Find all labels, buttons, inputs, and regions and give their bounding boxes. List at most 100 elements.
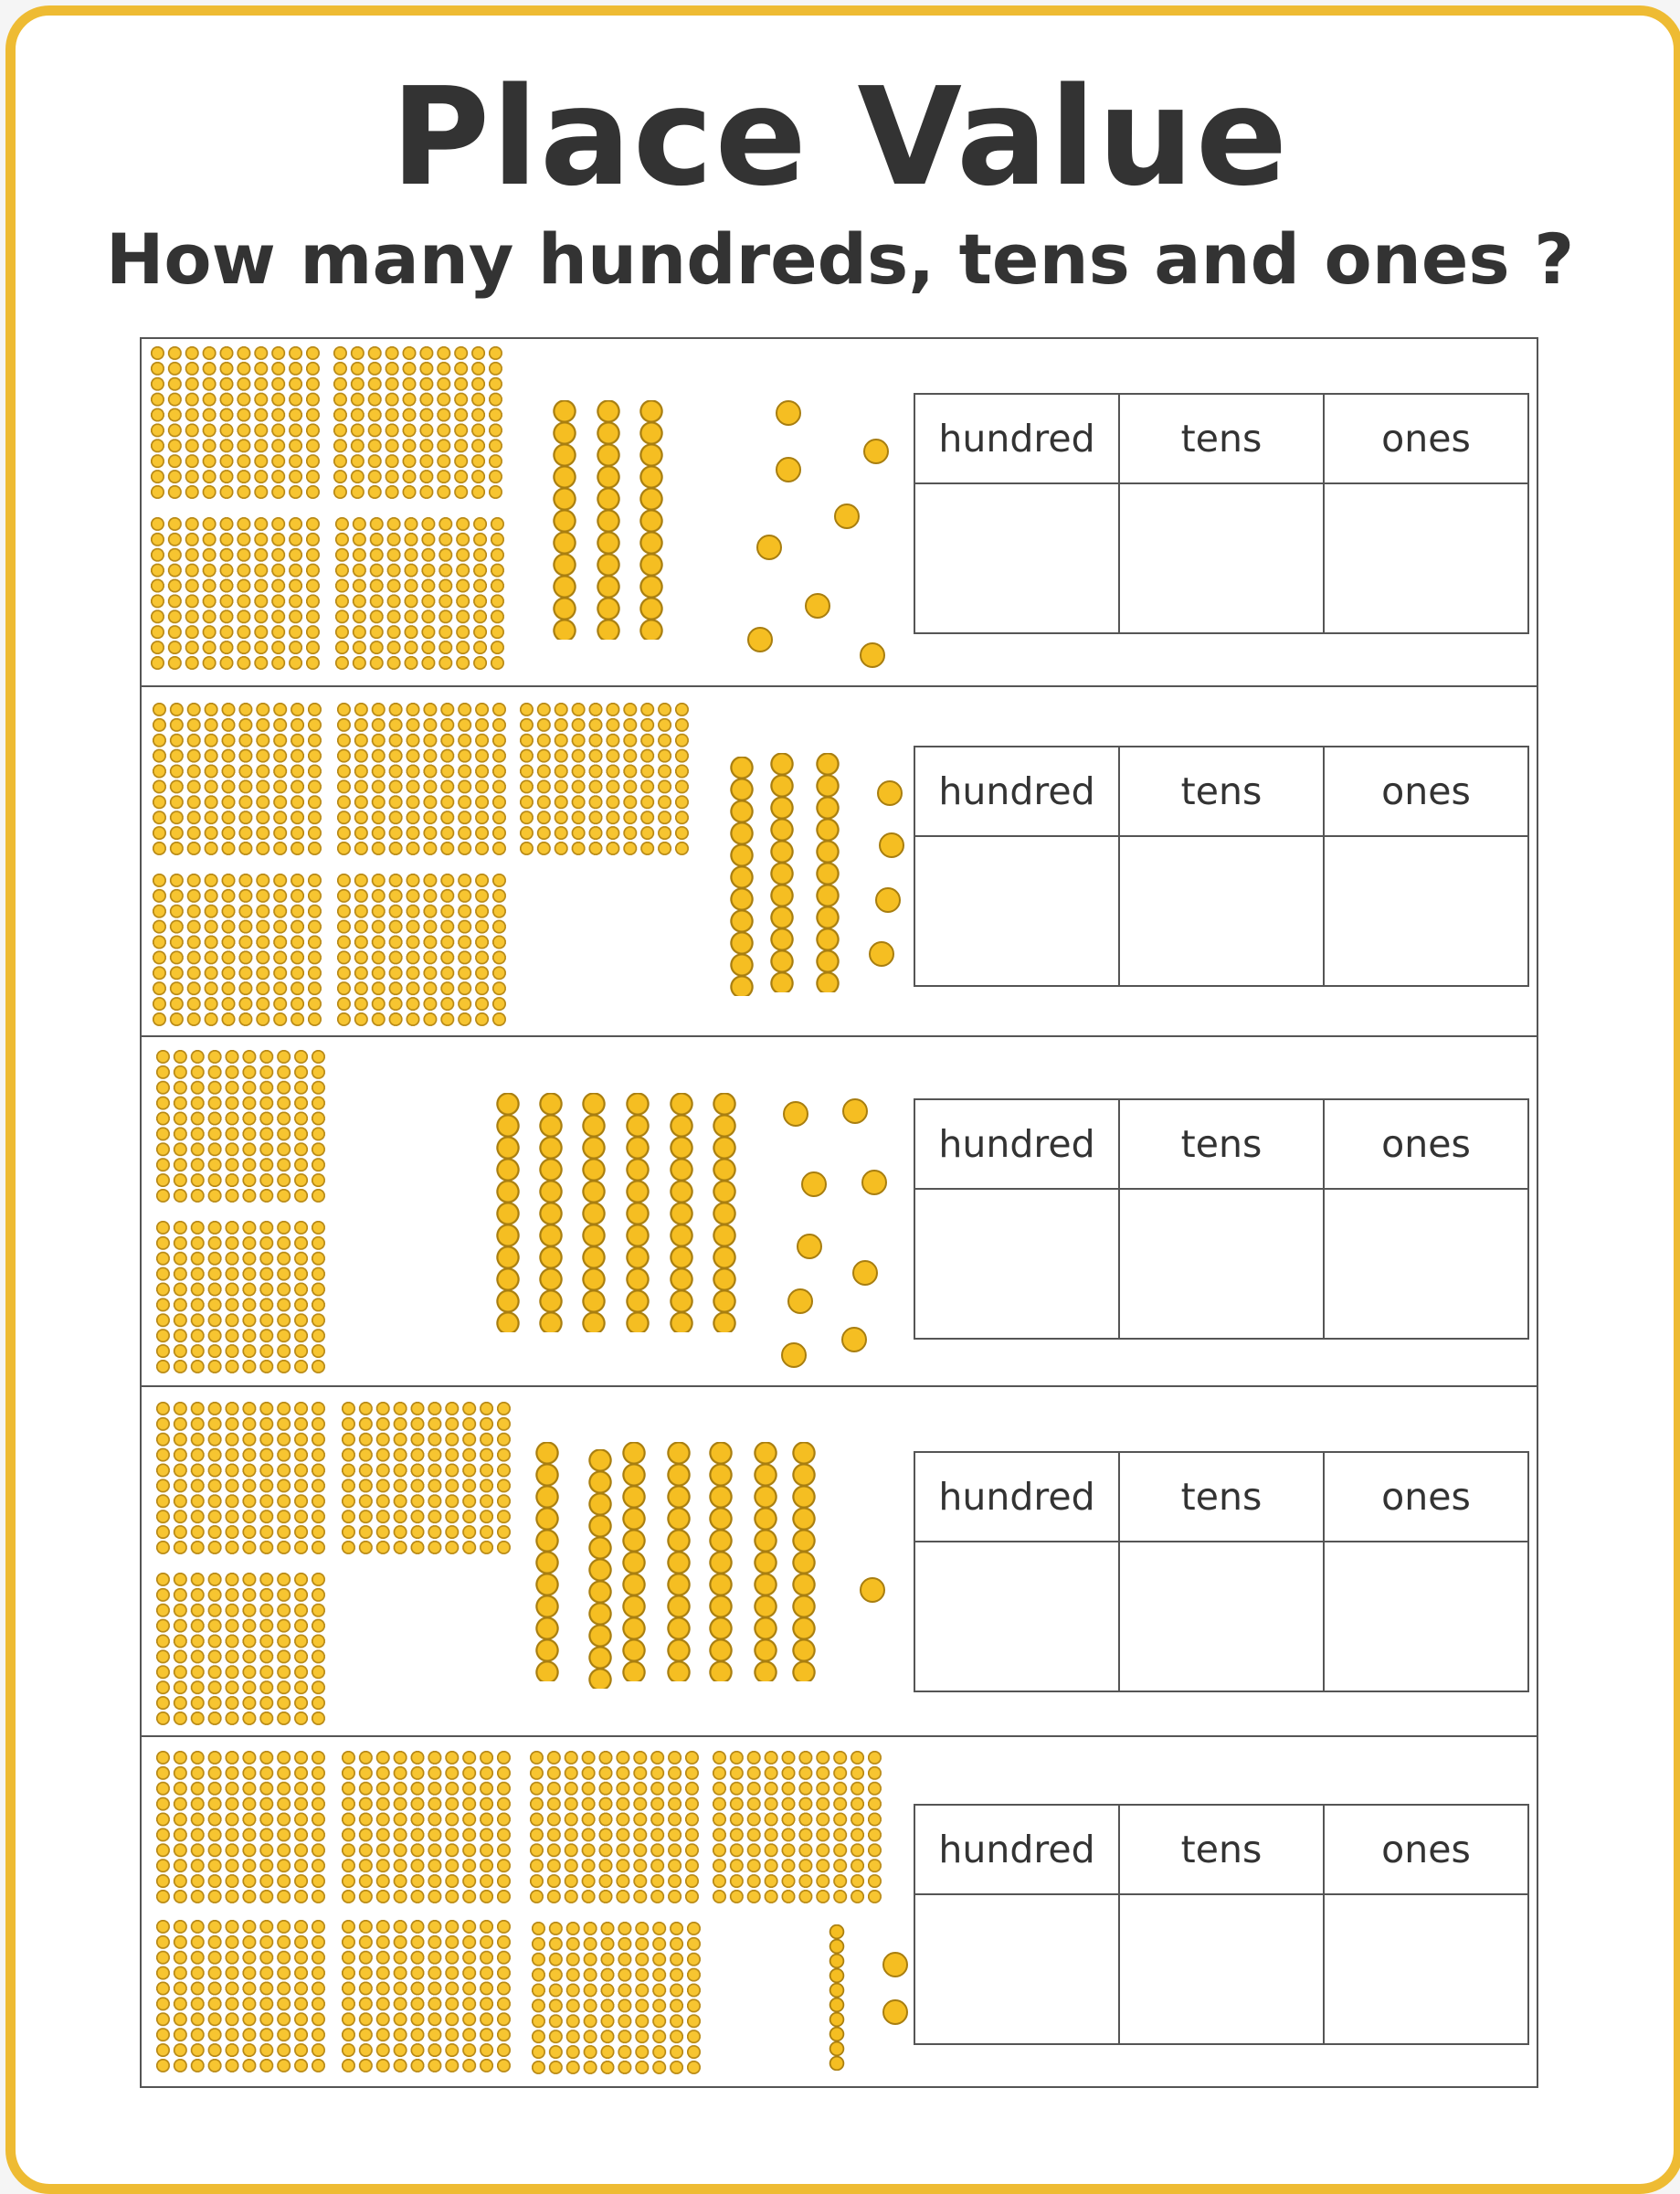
header-hundred: hundred <box>914 1804 1120 1895</box>
hundred-flat <box>530 1921 703 2075</box>
one-bead <box>863 439 889 464</box>
answer-cell-tens[interactable] <box>1118 1893 1325 2045</box>
header-ones: ones <box>1323 393 1529 484</box>
answer-cell-ones[interactable] <box>1323 1893 1529 2045</box>
problem-row-3 <box>140 1037 1538 1387</box>
hundred-flat <box>333 516 507 671</box>
header-ones: ones <box>1323 1804 1529 1895</box>
ten-rod <box>669 1093 694 1332</box>
one-bead <box>869 941 894 967</box>
answer-cell-hundred[interactable] <box>914 1188 1120 1340</box>
one-bead <box>860 1577 885 1603</box>
header-ones: ones <box>1323 746 1529 837</box>
hundred-flat <box>149 345 322 500</box>
ten-rod <box>729 757 755 996</box>
one-bead <box>861 1170 887 1195</box>
answer-cell-hundred[interactable] <box>914 482 1120 634</box>
header-ones: ones <box>1323 1451 1529 1542</box>
answer-cell-ones[interactable] <box>1323 1188 1529 1340</box>
hundred-flat <box>151 702 324 856</box>
one-bead <box>797 1234 822 1259</box>
header-ones: ones <box>1323 1098 1529 1190</box>
header-tens: tens <box>1118 1451 1325 1542</box>
problem-row-2 <box>140 687 1538 1037</box>
header-tens: tens <box>1118 1804 1325 1895</box>
one-bead <box>860 642 885 668</box>
answer-table-2: hundred tens ones <box>914 746 1529 987</box>
hundred-flat <box>149 516 322 671</box>
problem-sheet <box>140 337 1538 2088</box>
problem-row-4 <box>140 1387 1538 1737</box>
one-bead <box>834 503 860 529</box>
hundred-flat <box>151 873 324 1027</box>
hundred-flat <box>335 702 509 856</box>
ten-rod <box>538 1093 564 1332</box>
one-bead <box>783 1101 808 1127</box>
answer-table-4: hundred tens ones <box>914 1451 1529 1692</box>
answer-cell-hundred[interactable] <box>914 1893 1120 2045</box>
hundred-flat <box>332 345 505 500</box>
answer-cell-ones[interactable] <box>1323 482 1529 634</box>
ten-rod <box>666 1442 692 1681</box>
header-hundred: hundred <box>914 746 1120 837</box>
ten-rod <box>712 1093 737 1332</box>
ten-rod <box>625 1093 650 1332</box>
ten-rod <box>829 1924 845 2071</box>
answer-table-3: hundred tens ones <box>914 1098 1529 1340</box>
hundred-flat <box>154 1750 328 1904</box>
ten-rod <box>621 1442 647 1681</box>
ten-rod <box>587 1449 613 1689</box>
answer-cell-tens[interactable] <box>1118 1188 1325 1340</box>
answer-cell-tens[interactable] <box>1118 1541 1325 1692</box>
hundred-flat <box>154 1049 328 1203</box>
one-bead <box>877 780 903 806</box>
answer-cell-ones[interactable] <box>1323 835 1529 987</box>
answer-cell-tens[interactable] <box>1118 835 1325 987</box>
one-bead <box>879 832 904 858</box>
hundred-flat <box>340 1750 513 1904</box>
hundred-flat <box>518 702 692 856</box>
ten-rod <box>791 1442 817 1681</box>
header-tens: tens <box>1118 746 1325 837</box>
one-bead <box>776 457 801 482</box>
one-bead <box>776 400 801 426</box>
one-bead <box>756 535 782 560</box>
one-bead <box>842 1098 868 1124</box>
ten-rod <box>708 1442 734 1681</box>
page-title: Place Value <box>390 58 1290 216</box>
answer-cell-hundred[interactable] <box>914 1541 1120 1692</box>
hundred-flat <box>154 1919 328 2073</box>
problem-row-1 <box>140 337 1538 687</box>
one-bead <box>747 627 773 652</box>
ten-rod <box>552 400 577 640</box>
answer-table-5: hundred tens ones <box>914 1804 1529 2045</box>
one-bead <box>882 1952 908 1977</box>
hundred-flat <box>154 1401 328 1555</box>
header-tens: tens <box>1118 393 1325 484</box>
one-bead <box>882 1999 908 2025</box>
one-bead <box>781 1342 807 1368</box>
header-hundred: hundred <box>914 1098 1120 1190</box>
answer-table-1: hundred tens ones <box>914 393 1529 634</box>
hundred-flat <box>335 873 509 1027</box>
hundred-flat <box>154 1572 328 1726</box>
one-bead <box>875 887 901 913</box>
one-bead <box>841 1327 867 1352</box>
header-tens: tens <box>1118 1098 1325 1190</box>
ten-rod <box>769 753 795 992</box>
one-bead <box>805 593 830 619</box>
answer-cell-tens[interactable] <box>1118 482 1325 634</box>
header-hundred: hundred <box>914 1451 1120 1542</box>
hundred-flat <box>528 1750 702 1904</box>
hundred-flat <box>340 1401 513 1555</box>
hundred-flat <box>154 1220 328 1374</box>
one-bead <box>787 1288 813 1314</box>
hundred-flat <box>340 1919 513 2073</box>
ten-rod <box>495 1093 521 1332</box>
ten-rod <box>753 1442 778 1681</box>
page-subtitle: How many hundreds, tens and ones ? <box>105 218 1575 300</box>
one-bead <box>801 1171 827 1197</box>
ten-rod <box>815 753 840 992</box>
answer-cell-hundred[interactable] <box>914 835 1120 987</box>
answer-cell-ones[interactable] <box>1323 1541 1529 1692</box>
